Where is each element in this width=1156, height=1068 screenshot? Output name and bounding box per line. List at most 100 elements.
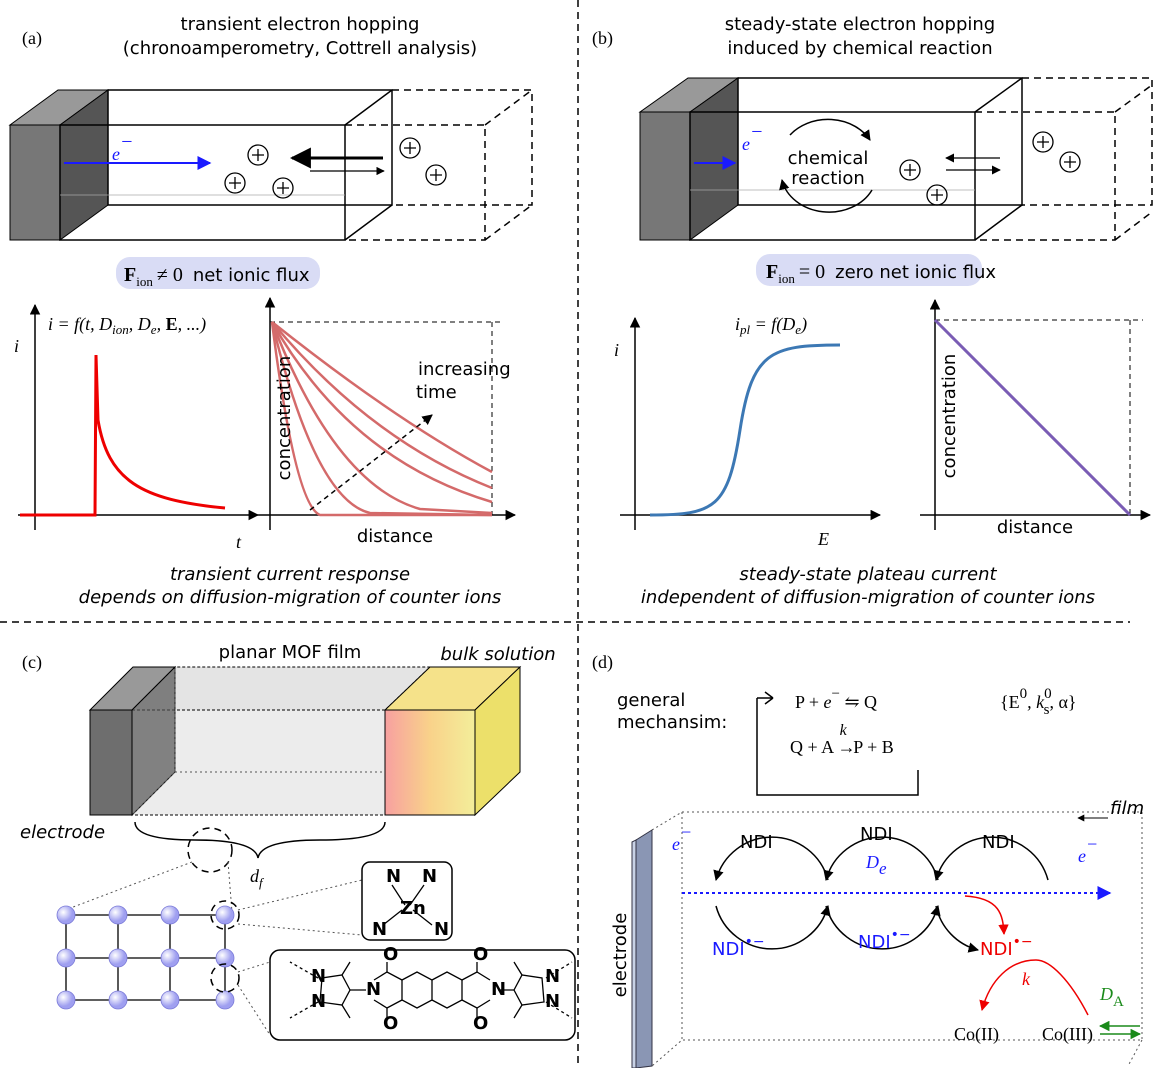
axis-label: t xyxy=(236,532,242,552)
thickness-brace xyxy=(135,822,385,858)
reaction-cycle xyxy=(790,119,870,140)
film-3d xyxy=(385,710,475,815)
ions xyxy=(430,169,442,181)
linker-skeleton xyxy=(402,972,462,1008)
eq-part: , ...) xyxy=(178,314,207,335)
cell-3d xyxy=(108,90,392,205)
eq-sub: pl xyxy=(739,322,751,337)
coef-symbol: D xyxy=(865,852,879,872)
figure: (a) transient electron hopping (chronoam… xyxy=(0,0,1156,1068)
electron-symbol: e xyxy=(1078,846,1086,866)
radical-charge: •− xyxy=(745,934,765,950)
eq-part: P + xyxy=(795,692,824,712)
atom: N xyxy=(545,991,560,1012)
ndi: NDI xyxy=(860,824,893,845)
flux-text: zero net ionic flux xyxy=(835,262,996,283)
current-curve xyxy=(650,345,840,515)
cell-3d xyxy=(975,78,1022,112)
reaction: P + e− ⇋ Q xyxy=(795,686,877,712)
zoom-circle xyxy=(188,828,232,872)
lattice xyxy=(161,906,179,924)
electron: e− xyxy=(1078,834,1098,866)
eq-sup: − xyxy=(832,686,840,702)
flux-symbol: F xyxy=(124,264,136,286)
reaction-arrow xyxy=(965,896,1004,934)
radical-base: NDI xyxy=(858,932,891,953)
cell-3d xyxy=(975,78,1152,240)
atom: N xyxy=(545,966,560,987)
axis-label: i xyxy=(614,340,619,360)
eq-sup: 0 xyxy=(1020,686,1028,702)
eq-part: , α} xyxy=(1049,692,1076,712)
annotation: increasing xyxy=(418,359,511,380)
lattice xyxy=(109,991,127,1009)
atom: O xyxy=(383,1013,398,1034)
profiles xyxy=(272,322,492,515)
current-curve xyxy=(20,355,225,515)
hopping-coefficient: De xyxy=(865,852,887,878)
film-3d xyxy=(90,710,132,815)
atom: O xyxy=(473,1013,488,1034)
electrode-plate xyxy=(636,830,652,1068)
cell-3d xyxy=(738,78,1022,205)
guide xyxy=(270,322,500,515)
profiles xyxy=(272,322,492,515)
eq-part: i = f(t, D xyxy=(48,314,112,335)
film-label: planar MOF film xyxy=(219,642,362,663)
thickness-label: df xyxy=(250,866,265,890)
electrode-label: electrode xyxy=(610,913,631,998)
eq-part: ⇋ Q xyxy=(840,692,877,712)
eq-part: E xyxy=(166,314,178,334)
panel-label: (c) xyxy=(22,652,42,673)
flux-relation: = 0 xyxy=(799,261,825,283)
panel-label: (b) xyxy=(592,28,613,49)
film-3d xyxy=(90,667,520,815)
radical-charge: •− xyxy=(891,927,911,943)
axis-label: distance xyxy=(357,526,433,547)
zoom-lines xyxy=(60,862,232,912)
eq-part: e xyxy=(824,692,832,712)
lattice xyxy=(216,906,234,924)
ions xyxy=(931,189,943,201)
ions xyxy=(225,138,446,198)
film-3d xyxy=(132,667,430,710)
electron-symbol: e xyxy=(742,134,750,154)
flux-sub: ion xyxy=(136,274,153,289)
eq-part: k xyxy=(840,722,848,739)
eq-part: , D xyxy=(129,314,151,334)
ndi: NDI xyxy=(740,832,773,853)
axis-label: distance xyxy=(997,517,1073,538)
atom: N xyxy=(422,866,437,887)
eq-part: , xyxy=(157,314,166,334)
lattice xyxy=(109,949,127,967)
mechanism-label: general xyxy=(617,690,685,711)
annotation: time xyxy=(416,382,457,403)
cell-3d xyxy=(345,90,392,125)
title: (chronoamperometry, Cottrell analysis) xyxy=(123,38,477,59)
electron: e− xyxy=(742,121,764,154)
bulk-label: bulk solution xyxy=(440,644,555,665)
film-region xyxy=(1128,1040,1142,1066)
time-arrow xyxy=(310,415,432,510)
lattice xyxy=(57,906,234,1009)
electron-symbol: e xyxy=(672,834,680,854)
coef-symbol: D xyxy=(1099,984,1113,1004)
rate-constant: k xyxy=(1022,969,1031,989)
electron-charge: − xyxy=(1086,834,1098,854)
mechanism-label: mechansim: xyxy=(617,712,727,733)
diffusion-coefficient: DA xyxy=(1099,984,1124,1010)
lattice xyxy=(216,991,234,1009)
species: Co(III) xyxy=(1042,1024,1093,1045)
ions xyxy=(404,142,416,154)
equation: i = f(t, Dion, De, E, ...) xyxy=(48,314,206,337)
panel-label: (a) xyxy=(22,28,42,49)
atom: O xyxy=(473,944,488,965)
panel-label: (d) xyxy=(592,652,613,673)
title: induced by chemical reaction xyxy=(727,38,992,59)
ndi-radical: NDI•− xyxy=(980,934,1033,960)
eq-part: = f(D xyxy=(750,314,795,335)
thickness-sub: f xyxy=(259,875,265,890)
atom: N xyxy=(311,966,326,987)
lattice xyxy=(57,949,75,967)
